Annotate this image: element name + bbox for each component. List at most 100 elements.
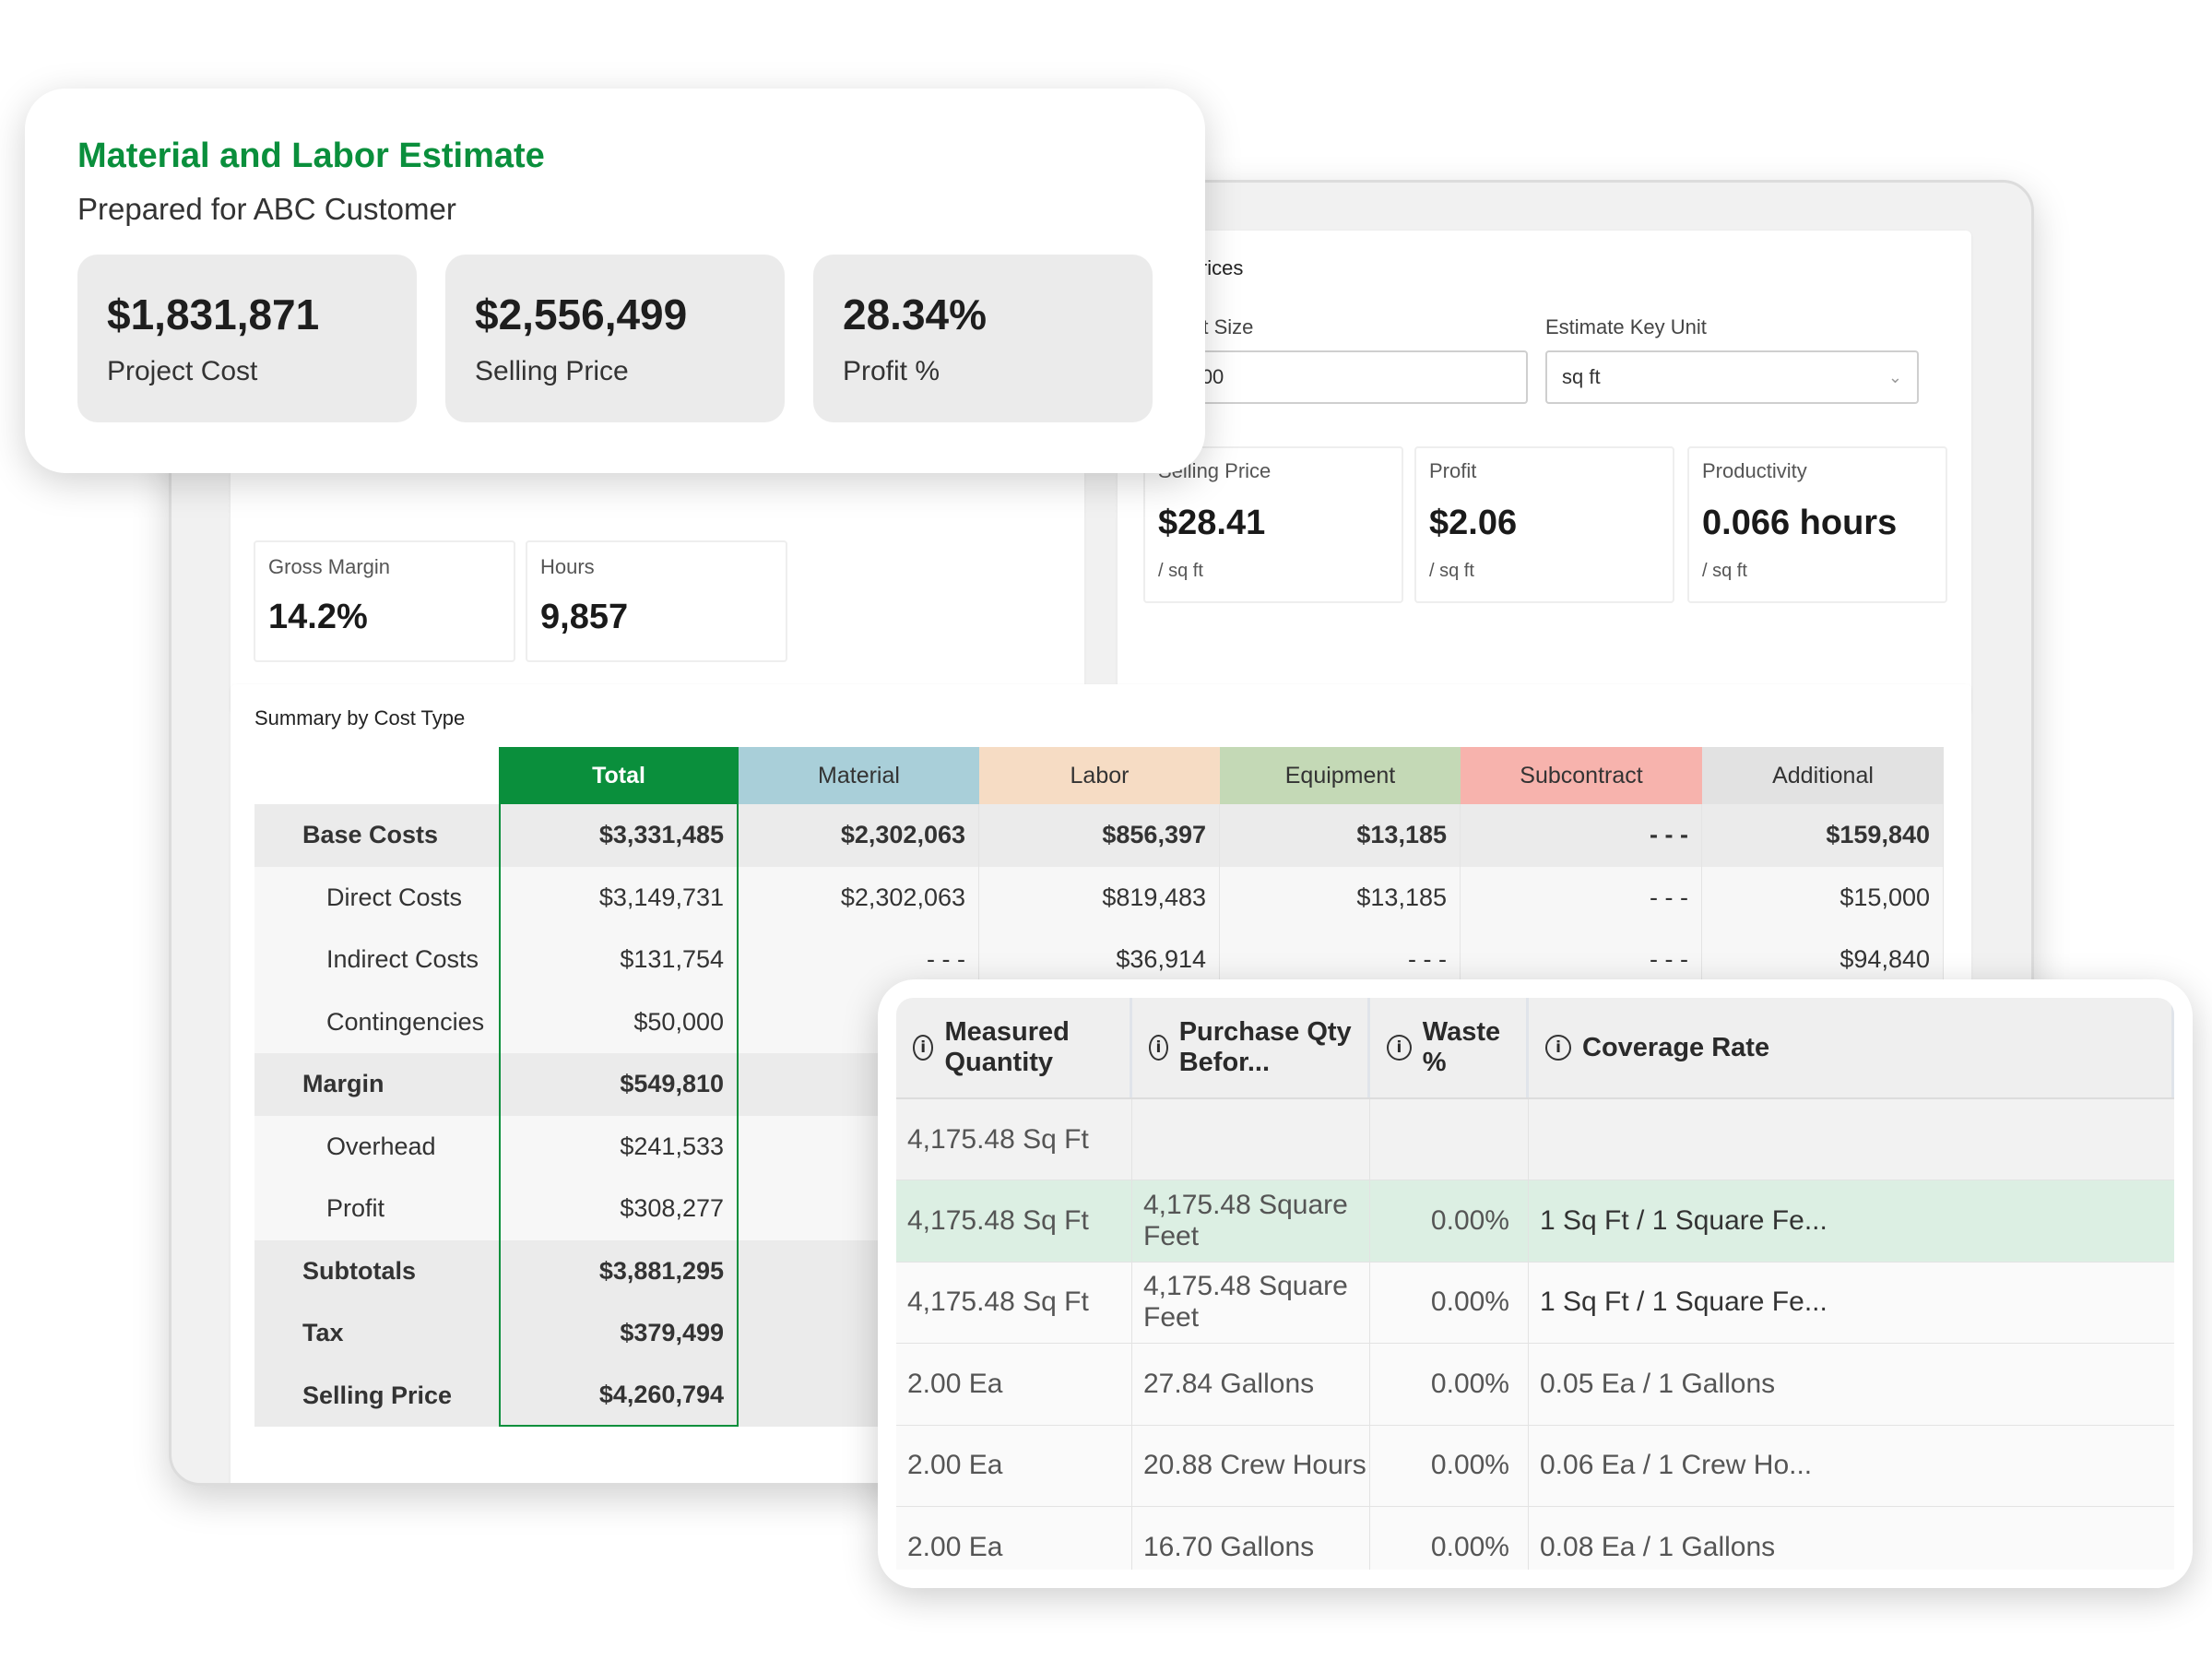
- profit-percent-value: 28.34%: [843, 290, 988, 338]
- cell-coverage-rate: 0.08 Ea / 1 Gallons: [1540, 1531, 1776, 1562]
- cell-coverage-rate: 0.06 Ea / 1 Crew Ho...: [1540, 1450, 1813, 1481]
- cell-total: $50,000: [499, 990, 739, 1053]
- profit-per-unit-unit: / sq ft: [1429, 561, 1474, 581]
- column-header-coverage-rate[interactable]: i Coverage Rate: [1529, 998, 2174, 1097]
- materials-table-header: i Measured Quantity i Purchase Qty Befor...…: [896, 998, 2174, 1099]
- cell-coverage-rate: [1529, 1099, 2174, 1180]
- estimate-key-unit-select[interactable]: sq ft ⌄: [1545, 350, 1919, 404]
- cell-labor: $856,397: [979, 804, 1220, 867]
- info-icon[interactable]: i: [1387, 1035, 1412, 1061]
- column-header-material[interactable]: Material: [739, 747, 979, 804]
- row-label: Base Costs: [302, 821, 439, 849]
- column-header-purchase-qty[interactable]: i Purchase Qty Befor...: [1132, 998, 1370, 1097]
- hours-label: Hours: [540, 555, 595, 578]
- row-label: Subtotals: [302, 1256, 417, 1285]
- cell-measured-quantity: 2.00 Ea: [896, 1506, 1132, 1570]
- cell-subcontract: - - -: [1461, 929, 1702, 991]
- cell-material: $2,302,063: [739, 866, 979, 929]
- profit-per-unit-stat: Profit $2.06 / sq ft: [1414, 446, 1674, 603]
- cell-subcontract: - - -: [1461, 804, 1702, 867]
- column-header-subcontract[interactable]: Subcontract: [1461, 747, 1702, 804]
- cell-total: $3,331,485: [499, 804, 739, 867]
- materials-table-body: 4,175.48 Sq Ft 4,175.48 Sq Ft 4,175.48 Squ…: [896, 1099, 2174, 1570]
- row-label: Margin: [302, 1070, 384, 1098]
- cell-additional: $15,000: [1702, 866, 1944, 929]
- column-header-equipment[interactable]: Equipment: [1220, 747, 1461, 804]
- project-size-input[interactable]: 90,000: [1145, 350, 1528, 404]
- table-row[interactable]: 4,175.48 Sq Ft 4,175.48 Square Feet 0.00% 1…: [896, 1180, 2174, 1263]
- row-label: Tax: [302, 1319, 344, 1347]
- hours-stat: Hours 9,857: [526, 540, 787, 662]
- profit-per-unit-value: $2.06: [1429, 504, 1518, 542]
- table-row[interactable]: Base Costs $3,331,485 $2,302,063 $856,397 $1…: [254, 804, 1944, 867]
- table-row[interactable]: 2.00 Ea 16.70 Gallons 0.00% 0.08 Ea / 1 Gal…: [896, 1506, 2174, 1570]
- selling-price-per-unit-value: $28.41: [1158, 504, 1266, 542]
- project-cost-label: Project Cost: [107, 356, 258, 386]
- column-header-label: Purchase Qty Befor...: [1178, 1017, 1352, 1077]
- table-row[interactable]: 4,175.48 Sq Ft: [896, 1099, 2174, 1181]
- cell-total: $549,810: [499, 1053, 739, 1116]
- cell-total: $4,260,794: [499, 1364, 739, 1427]
- cell-purchase-qty: 4,175.48 Square Feet: [1132, 1180, 1370, 1262]
- info-icon[interactable]: i: [1545, 1035, 1571, 1061]
- cell-waste-percent: 0.00%: [1370, 1506, 1529, 1570]
- row-label: Contingencies: [326, 1007, 485, 1036]
- cell-material: - - -: [739, 929, 979, 991]
- estimate-summary-card: Material and Labor Estimate Prepared for…: [25, 89, 1205, 473]
- row-label: Direct Costs: [326, 883, 463, 911]
- table-row[interactable]: 2.00 Ea 20.88 Crew Hours 0.00% 0.06 Ea / 1 …: [896, 1425, 2174, 1507]
- gross-margin-stat: Gross Margin 14.2%: [254, 540, 515, 662]
- cell-coverage-rate: 0.05 Ea / 1 Gallons: [1540, 1368, 1776, 1399]
- cell-waste-percent: 0.00%: [1370, 1180, 1529, 1262]
- column-header-label: Waste %: [1422, 1017, 1501, 1077]
- table-row[interactable]: 4,175.48 Sq Ft 4,175.48 Square Feet 0.00% 1…: [896, 1262, 2174, 1345]
- project-cost-kpi: $1,831,871 Project Cost: [77, 255, 417, 422]
- selling-price-label: Selling Price: [475, 356, 629, 386]
- column-header-total[interactable]: Total: [499, 747, 739, 804]
- productivity-label: Productivity: [1702, 459, 1807, 482]
- cell-equipment: $13,185: [1220, 866, 1461, 929]
- cell-material: $2,302,063: [739, 804, 979, 867]
- estimate-key-unit-label: Estimate Key Unit: [1545, 315, 1707, 338]
- cell-measured-quantity: 2.00 Ea: [896, 1425, 1132, 1506]
- column-header-additional[interactable]: Additional: [1702, 747, 1944, 804]
- cell-purchase-qty: 27.84 Gallons: [1132, 1344, 1370, 1425]
- cell-measured-quantity: 4,175.48 Sq Ft: [896, 1099, 1132, 1180]
- table-row[interactable]: Direct Costs $3,149,731 $2,302,063 $819,483…: [254, 866, 1944, 929]
- info-icon[interactable]: i: [1149, 1035, 1168, 1061]
- column-header-waste-percent[interactable]: i Waste %: [1370, 998, 1529, 1097]
- productivity-value: 0.066 hours: [1702, 504, 1898, 542]
- cell-waste-percent: 0.00%: [1370, 1262, 1529, 1344]
- table-row[interactable]: 2.00 Ea 27.84 Gallons 0.00% 0.05 Ea / 1 Gal…: [896, 1344, 2174, 1426]
- materials-table-card: i Measured Quantity i Purchase Qty Befor...…: [878, 979, 2193, 1588]
- cell-equipment: - - -: [1220, 929, 1461, 991]
- unit-prices-panel: Unit Prices Project Size 90,000 Estimate…: [1118, 231, 1971, 714]
- cell-purchase-qty: 4,175.48 Square Feet: [1132, 1262, 1370, 1344]
- gross-margin-value: 14.2%: [268, 598, 368, 636]
- cell-total: $308,277: [499, 1178, 739, 1240]
- column-header-measured-quantity[interactable]: i Measured Quantity: [896, 998, 1132, 1097]
- info-icon[interactable]: i: [913, 1035, 934, 1061]
- cost-summary-title: Summary by Cost Type: [254, 706, 466, 729]
- gross-margin-label: Gross Margin: [268, 555, 391, 578]
- cell-total: $3,149,731: [499, 866, 739, 929]
- cell-purchase-qty: [1132, 1099, 1370, 1180]
- column-header-labor[interactable]: Labor: [979, 747, 1220, 804]
- row-label: Overhead: [326, 1132, 436, 1160]
- cell-total: $241,533: [499, 1115, 739, 1178]
- column-header-label: Coverage Rate: [1582, 1032, 1770, 1062]
- hours-value: 9,857: [540, 598, 629, 636]
- selling-price-per-unit-stat: Selling Price $28.41 / sq ft: [1143, 446, 1403, 603]
- profit-percent-kpi: 28.34% Profit %: [813, 255, 1153, 422]
- cell-total: $379,499: [499, 1302, 739, 1365]
- cell-total: $3,881,295: [499, 1239, 739, 1302]
- estimate-subtitle: Prepared for ABC Customer: [77, 192, 456, 226]
- cell-purchase-qty: 20.88 Crew Hours: [1132, 1425, 1370, 1506]
- cell-measured-quantity: 4,175.48 Sq Ft: [896, 1180, 1132, 1262]
- cell-coverage-rate: 1 Sq Ft / 1 Square Fe...: [1540, 1205, 1828, 1237]
- cell-waste-percent: 0.00%: [1370, 1425, 1529, 1506]
- chevron-down-icon: ⌄: [1887, 367, 1902, 386]
- cost-summary-header: Total Material Labor Equipment Subcontract Ad…: [499, 747, 1944, 804]
- estimate-key-unit-value: sq ft: [1562, 365, 1601, 388]
- cell-purchase-qty: 16.70 Gallons: [1132, 1506, 1370, 1570]
